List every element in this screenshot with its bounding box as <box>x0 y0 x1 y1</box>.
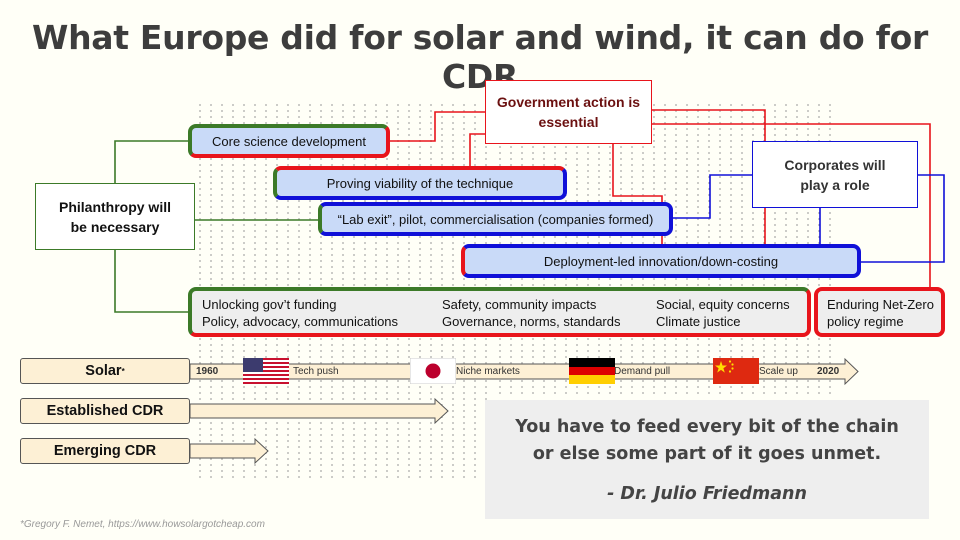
quote-text: You have to feed every bit of the chain … <box>515 417 899 464</box>
phase-demand-pull: Demand pull <box>614 366 671 377</box>
stage-deployment-label: Deployment-led innovation/down-costing <box>543 253 779 269</box>
phase-scale-up: Scale up <box>759 366 798 377</box>
germany-flag-icon <box>569 358 615 384</box>
china-flag-icon <box>713 358 759 384</box>
slide-title: What Europe did for solar and wind, it c… <box>32 18 928 96</box>
solar-label: Solar * <box>20 358 190 384</box>
corporates-connectors <box>673 174 945 263</box>
enablers-column-social: Social, equity concerns Climate justice <box>656 296 790 330</box>
solar-arrow <box>189 357 859 386</box>
enabler-funding: Unlocking gov’t funding <box>202 297 337 312</box>
enablers-box: Unlocking gov’t funding Policy, advocacy… <box>188 287 811 337</box>
philanthropy-callout-text: Philanthropy will be necessary <box>58 198 171 235</box>
stage-lab-exit-label: “Lab exit”, pilot, commercialisation (co… <box>337 211 654 227</box>
phase-tech-push: Tech push <box>293 366 339 377</box>
netzero-box: Enduring Net-Zero policy regime <box>814 287 945 337</box>
phase-niche-markets: Niche markets <box>456 366 520 377</box>
corporates-callout: Corporates will play a role <box>752 141 918 208</box>
japan-flag-icon <box>410 358 456 384</box>
emerging-cdr-label-text: Emerging CDR <box>53 443 157 459</box>
enabler-policy: Policy, advocacy, communications <box>202 314 399 329</box>
solar-footnote-marker: * <box>121 366 125 376</box>
corporates-callout-text: Corporates will play a role <box>784 156 886 193</box>
enablers-column-funding: Unlocking gov’t funding Policy, advocacy… <box>202 296 398 330</box>
timeline-end-year: 2020 <box>817 366 840 377</box>
quote-author: - Dr. Julio Friedmann <box>607 484 807 504</box>
quote-box: You have to feed every bit of the chain … <box>485 400 929 519</box>
established-cdr-arrow <box>189 397 449 425</box>
stage-core-science: Core science development <box>188 124 390 158</box>
emerging-cdr-arrow <box>189 437 269 465</box>
solar-label-text: Solar <box>85 363 122 379</box>
established-cdr-label-text: Established CDR <box>46 403 164 419</box>
timeline-start-year: 1960 <box>196 366 219 377</box>
established-cdr-label: Established CDR <box>20 398 190 424</box>
enabler-justice: Climate justice <box>656 314 741 329</box>
stage-proving: Proving viability of the technique <box>273 166 567 200</box>
stage-lab-exit: “Lab exit”, pilot, commercialisation (co… <box>318 202 673 236</box>
stage-core-science-label: Core science development <box>212 133 366 149</box>
netzero-text: Enduring Net-Zero policy regime <box>827 297 934 329</box>
enabler-social: Social, equity concerns <box>656 297 790 312</box>
footnote: *Gregory F. Nemet, https://www.howsolarg… <box>20 519 265 530</box>
enabler-safety: Safety, community impacts <box>442 297 597 312</box>
enablers-column-safety: Safety, community impacts Governance, no… <box>442 296 620 330</box>
stage-deployment: Deployment-led innovation/down-costing <box>461 244 861 278</box>
stage-proving-label: Proving viability of the technique <box>326 175 514 191</box>
enabler-governance: Governance, norms, standards <box>442 314 621 329</box>
government-callout-text: Government action is essential <box>496 94 641 130</box>
emerging-cdr-label: Emerging CDR <box>20 438 190 464</box>
government-callout: Government action is essential <box>485 80 652 144</box>
usa-flag-icon <box>243 358 289 384</box>
philanthropy-callout: Philanthropy will be necessary <box>35 183 195 250</box>
